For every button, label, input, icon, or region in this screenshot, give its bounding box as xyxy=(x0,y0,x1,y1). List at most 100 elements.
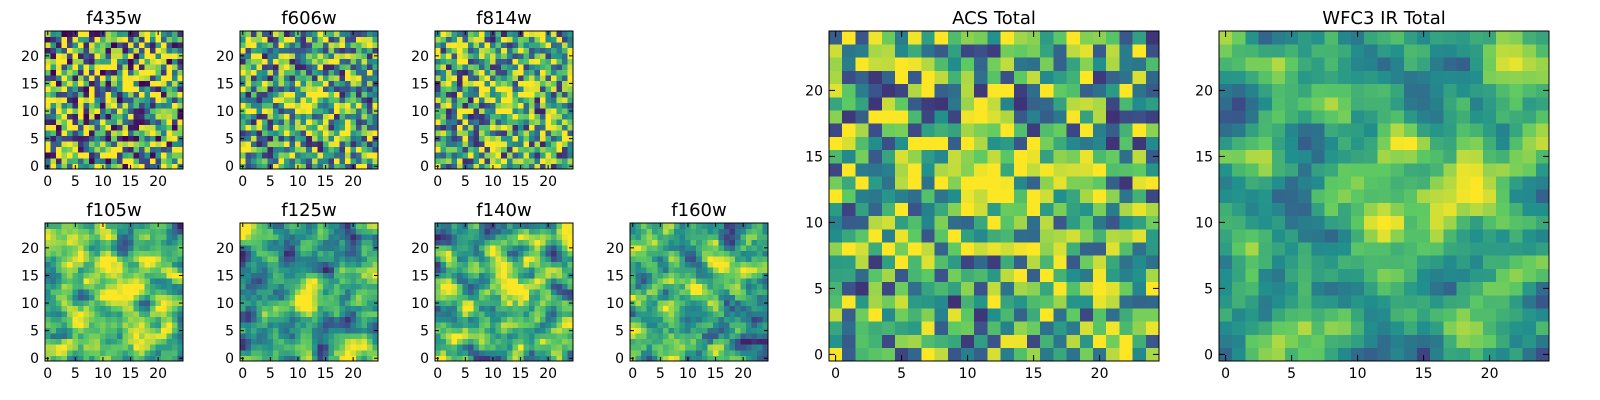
heatmap-cell xyxy=(366,53,373,59)
heatmap-cell xyxy=(78,91,84,98)
heatmap-cell xyxy=(361,113,368,120)
heatmap-cell xyxy=(495,239,502,246)
heatmap-cell xyxy=(306,141,313,148)
heatmap-cell xyxy=(440,311,447,318)
heatmap-cell xyxy=(89,119,95,126)
heatmap-cell xyxy=(829,255,843,269)
heatmap-cell xyxy=(517,344,524,351)
y-tick-label: 15 xyxy=(411,268,429,284)
heatmap-cell xyxy=(67,333,73,340)
heatmap-cell xyxy=(355,113,362,120)
heatmap-cell xyxy=(517,305,524,312)
heatmap-cell xyxy=(322,344,329,351)
y-tick-label: 15 xyxy=(21,268,39,284)
heatmap-cell xyxy=(284,146,290,153)
heatmap-cell xyxy=(72,250,79,257)
heatmap-cell xyxy=(545,245,552,251)
heatmap-cell xyxy=(652,267,658,273)
heatmap-cell xyxy=(1132,347,1147,362)
heatmap-cell xyxy=(1145,202,1160,217)
heatmap-cell xyxy=(322,256,329,262)
heatmap-cell xyxy=(350,272,357,279)
heatmap-cell xyxy=(138,141,145,148)
heatmap-cell xyxy=(295,80,302,87)
heatmap-cell xyxy=(295,261,302,268)
heatmap-cell xyxy=(171,322,178,329)
heatmap-cell xyxy=(251,234,257,240)
heatmap-cell xyxy=(166,86,173,93)
heatmap-cell xyxy=(56,31,62,37)
heatmap-cell xyxy=(462,261,469,268)
heatmap-cell xyxy=(468,234,474,240)
heatmap-cell xyxy=(67,152,73,159)
heatmap-cell xyxy=(144,69,151,76)
heatmap-cell xyxy=(908,347,922,362)
heatmap-cell xyxy=(328,267,335,273)
heatmap-cell xyxy=(240,239,246,246)
heatmap-cell xyxy=(462,157,469,164)
heatmap-cell xyxy=(251,108,257,115)
heatmap-cell xyxy=(322,267,329,273)
heatmap-cell xyxy=(295,239,302,246)
heatmap-cell xyxy=(663,311,669,318)
x-tick-label: 5 xyxy=(461,174,470,190)
heatmap-cell xyxy=(306,344,313,351)
heatmap-cell xyxy=(116,316,123,323)
heatmap-cell xyxy=(116,152,123,159)
heatmap-cell xyxy=(240,157,246,164)
heatmap-cell xyxy=(100,261,107,268)
heatmap-cell xyxy=(350,113,357,120)
heatmap-cell xyxy=(322,58,329,65)
heatmap-cell xyxy=(987,189,1001,203)
heatmap-cell xyxy=(947,242,962,256)
heatmap-cell xyxy=(729,261,736,268)
heatmap-cell xyxy=(652,223,658,229)
heatmap-cell xyxy=(679,239,686,246)
heatmap-cell xyxy=(273,349,279,356)
heatmap-cell xyxy=(751,239,758,246)
heatmap-cell xyxy=(311,333,318,340)
heatmap-cell xyxy=(974,334,988,349)
heatmap-cell xyxy=(322,338,329,345)
heatmap-cell xyxy=(550,130,557,137)
y-tick-label: 5 xyxy=(30,132,39,148)
heatmap-cell xyxy=(501,80,508,87)
heatmap-cell xyxy=(657,278,664,285)
heatmap-cell xyxy=(663,278,669,285)
heatmap-cell xyxy=(284,223,290,229)
heatmap-cell xyxy=(501,333,508,340)
heatmap-cell xyxy=(289,294,296,301)
heatmap-cell xyxy=(149,53,156,59)
heatmap-cell xyxy=(723,355,730,362)
heatmap-cell xyxy=(451,36,458,43)
heatmap-cell xyxy=(512,355,519,362)
heatmap-cell xyxy=(440,344,447,351)
heatmap-cell xyxy=(339,75,346,81)
heatmap-cell xyxy=(668,272,675,279)
heatmap-cell xyxy=(245,130,252,137)
heatmap-cell xyxy=(723,223,730,229)
heatmap-cell xyxy=(111,152,118,159)
heatmap-cell xyxy=(72,97,79,104)
heatmap-cell xyxy=(245,97,252,104)
heatmap-cell xyxy=(707,294,714,301)
heatmap-cell xyxy=(528,141,535,148)
heatmap-cell xyxy=(539,31,546,37)
heatmap-cell xyxy=(240,42,246,48)
heatmap-cell xyxy=(83,152,90,159)
heatmap-cell xyxy=(451,163,458,170)
heatmap-cell xyxy=(355,338,362,345)
heatmap-cell xyxy=(149,31,156,37)
heatmap-cell xyxy=(45,349,51,356)
heatmap-cell xyxy=(122,239,129,246)
heatmap-cell xyxy=(679,294,686,301)
heatmap-cell xyxy=(56,239,62,246)
heatmap-cell xyxy=(495,245,502,251)
heatmap-cell xyxy=(479,97,485,104)
heatmap-cell xyxy=(740,311,747,318)
heatmap-cell xyxy=(289,322,296,329)
heatmap-cell xyxy=(539,108,546,115)
heatmap-cell xyxy=(921,255,935,269)
heatmap-cell xyxy=(116,141,123,148)
heatmap-cell xyxy=(328,124,335,131)
